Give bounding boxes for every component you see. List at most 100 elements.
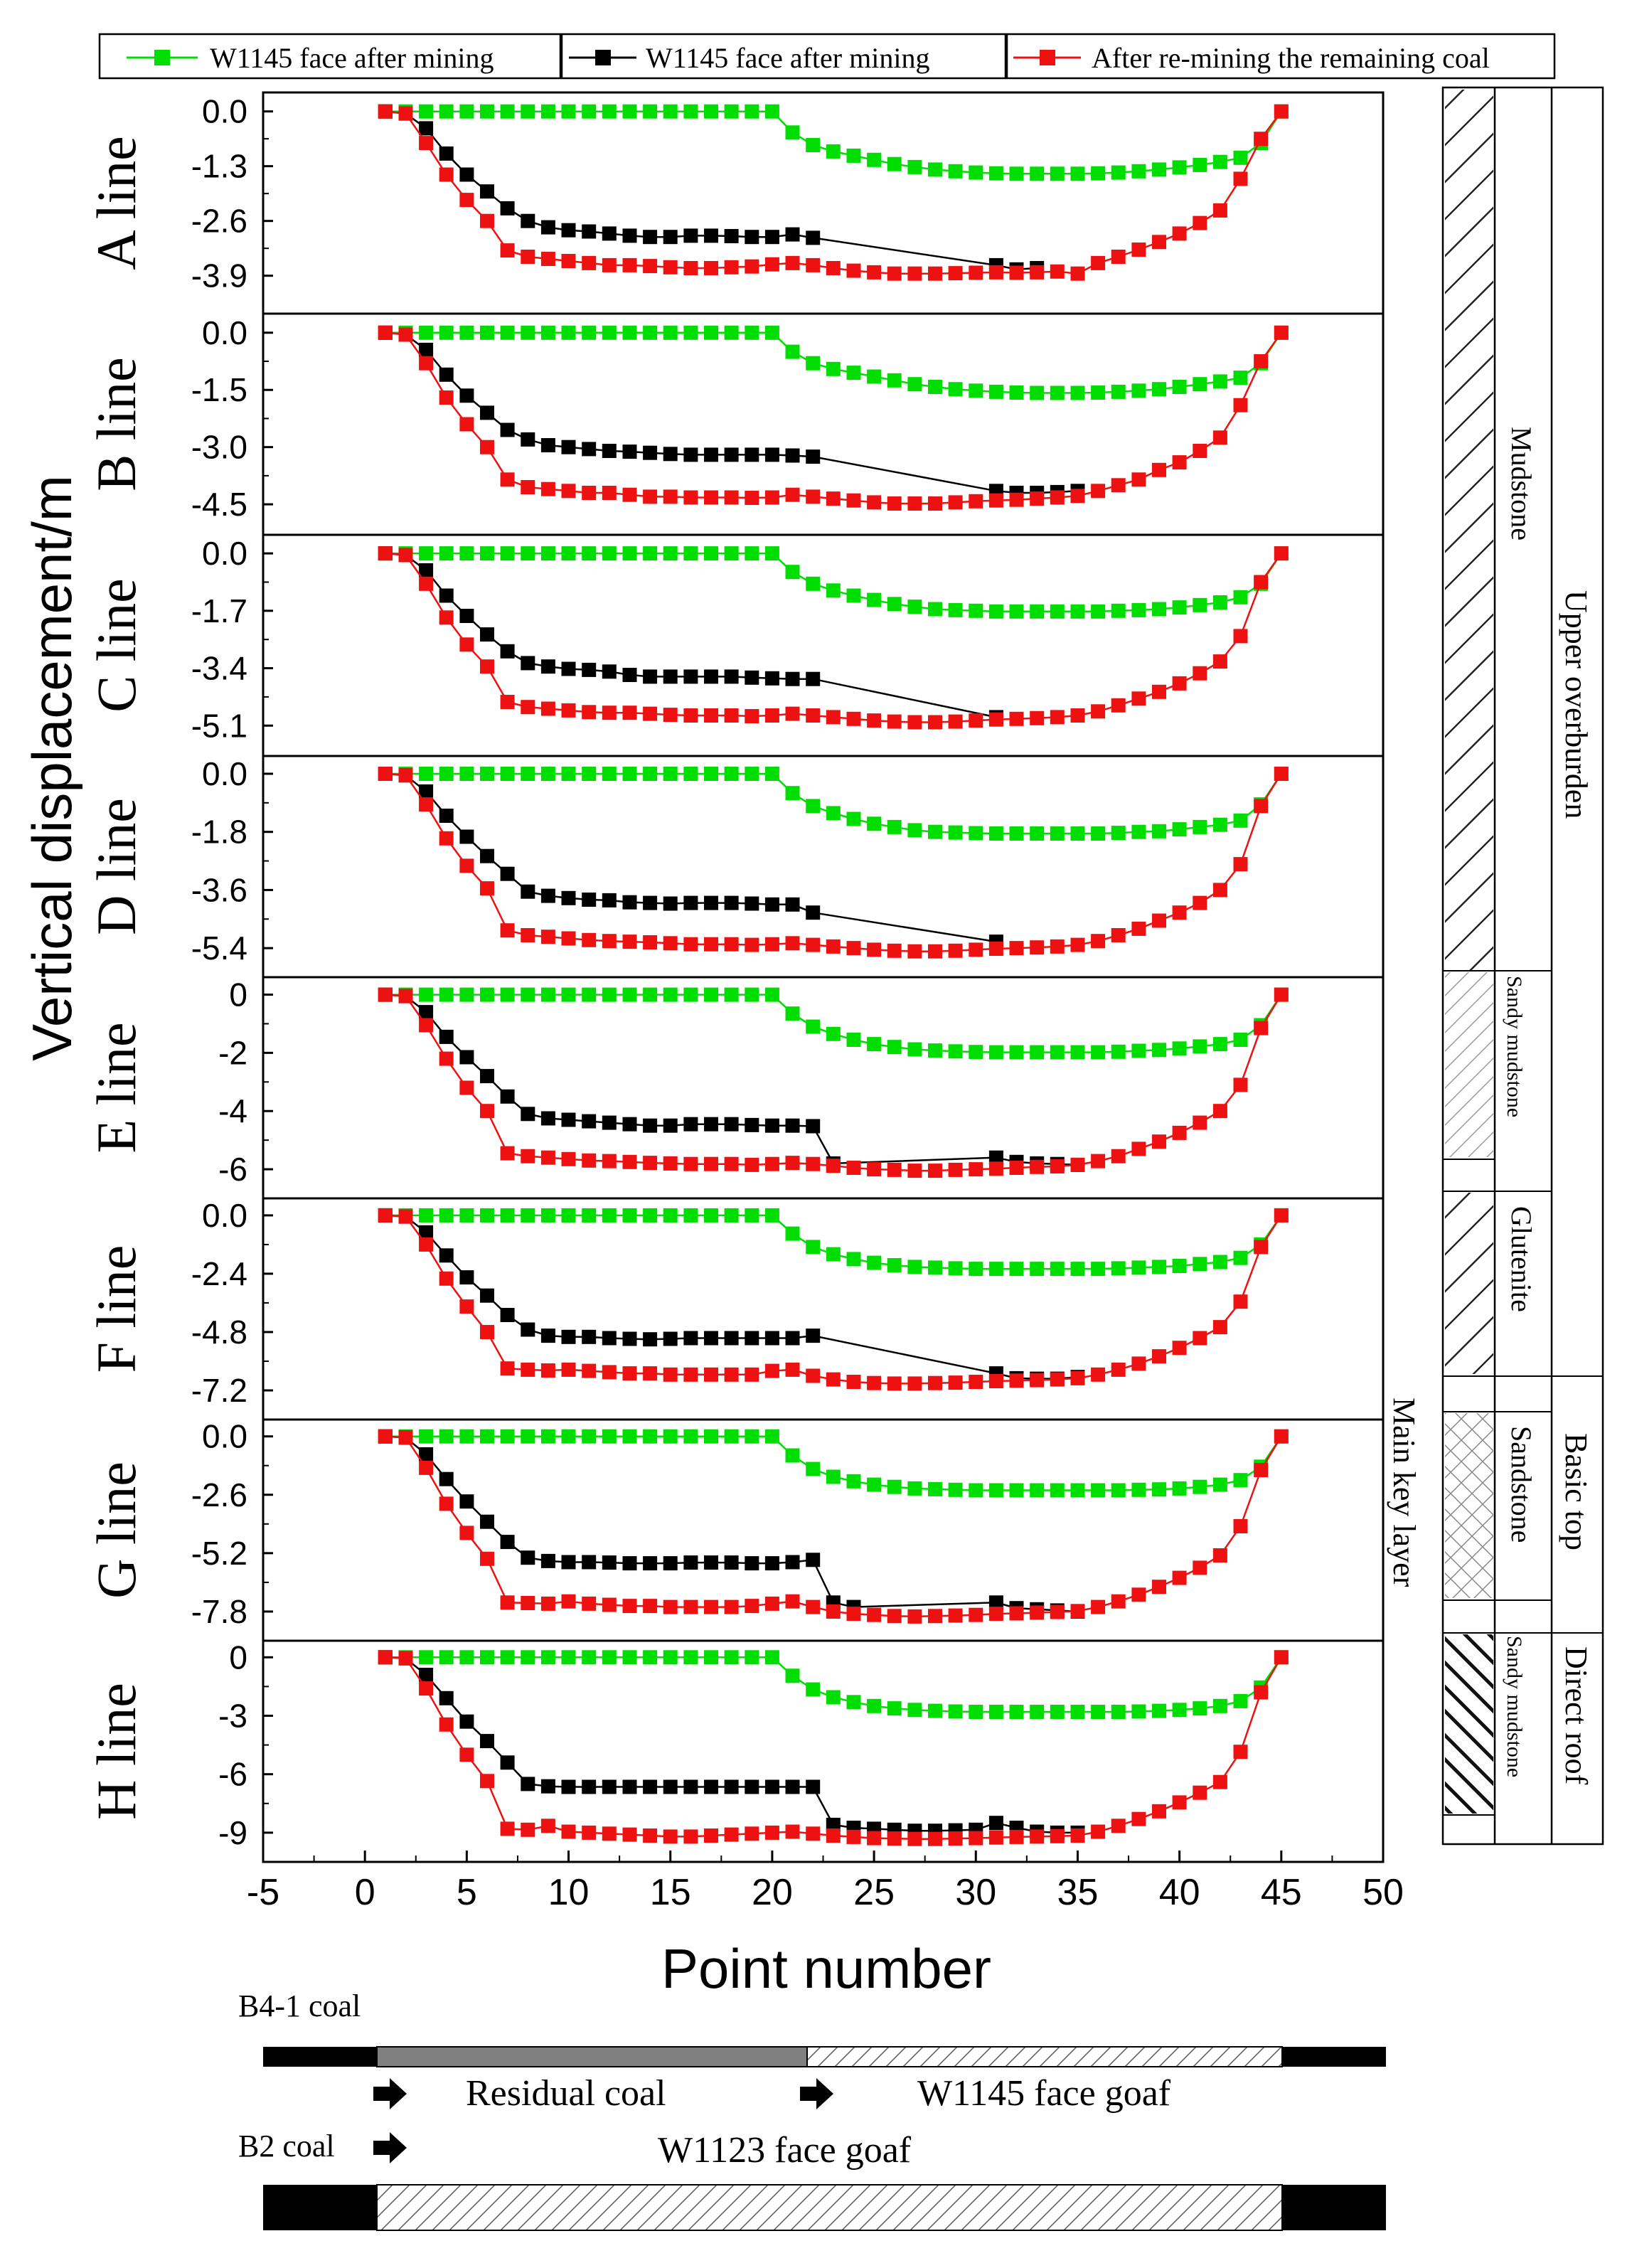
data-point-green: [826, 1026, 841, 1041]
data-point-green: [867, 369, 882, 384]
legend-label-black: W1145 face after mining: [646, 42, 929, 74]
data-point-green: [928, 162, 942, 177]
data-point-green: [439, 546, 454, 561]
data-point-red: [1131, 1141, 1146, 1156]
data-point-black: [683, 895, 698, 910]
series-black: [378, 325, 1085, 500]
data-point-green: [988, 1045, 1003, 1060]
data-point-red: [459, 417, 474, 432]
data-point-green: [867, 1477, 882, 1492]
series-green: [378, 1208, 1289, 1277]
data-point-red: [1212, 1320, 1227, 1335]
series-line-green: [385, 110, 1282, 175]
legend-label-green: W1145 face after mining: [210, 42, 494, 74]
data-point-red: [764, 1363, 779, 1378]
data-point-black: [988, 1595, 1003, 1610]
data-point-red: [1274, 987, 1289, 1002]
hatch-glutenite: [1445, 1193, 1493, 1374]
data-point-red: [439, 390, 454, 405]
data-point-green: [683, 767, 698, 781]
y-tick-label: 0.0: [202, 1418, 247, 1455]
data-point-green: [1152, 1703, 1166, 1718]
data-point-red: [540, 252, 555, 266]
data-point-red: [806, 257, 821, 272]
data-point-green: [500, 1650, 515, 1665]
data-point-red: [1274, 767, 1289, 781]
data-point-red: [867, 1607, 882, 1622]
data-point-green: [540, 325, 555, 340]
data-point-green: [724, 104, 739, 119]
data-point-red: [745, 1599, 759, 1614]
data-point-red: [1274, 325, 1289, 340]
data-point-black: [521, 884, 535, 899]
data-point-black: [521, 1777, 535, 1791]
data-point-red: [378, 767, 393, 781]
data-point-red: [745, 937, 759, 952]
data-point-green: [1172, 1259, 1187, 1273]
data-point-red: [378, 104, 393, 119]
data-point-green: [1070, 826, 1085, 841]
data-point-green: [683, 1650, 698, 1665]
data-point-black: [459, 1270, 474, 1285]
data-point-green: [806, 799, 821, 814]
series-line-green: [385, 552, 1282, 613]
data-point-black: [806, 1779, 821, 1794]
data-point-green: [724, 546, 739, 561]
data-point-red: [480, 881, 494, 896]
data-point-black: [521, 1322, 535, 1337]
data-point-red: [1172, 1570, 1187, 1585]
data-point-black: [521, 1107, 535, 1122]
data-point-red: [439, 1717, 454, 1732]
data-point-black: [683, 1779, 698, 1794]
data-point-black: [622, 444, 637, 459]
data-point-green: [887, 1040, 902, 1055]
data-point-green: [806, 576, 821, 591]
data-point-green: [521, 1650, 535, 1665]
data-point-red: [1212, 203, 1227, 218]
data-point-green: [521, 767, 535, 781]
panel-f-line: 0.0 -2.4 -4.8 -7.2 F line: [85, 1197, 1385, 1421]
data-point-black: [602, 226, 617, 241]
data-point-black: [540, 1111, 555, 1126]
data-point-red: [1274, 546, 1289, 561]
data-point-red: [928, 1609, 942, 1624]
data-point-red: [1131, 1587, 1146, 1602]
y-tick-label: 0: [229, 1639, 247, 1676]
data-point-green: [1233, 1033, 1248, 1047]
data-point-green: [745, 325, 759, 340]
data-point-green: [704, 1208, 718, 1223]
data-point-red: [764, 1825, 779, 1840]
data-point-red: [826, 261, 841, 275]
data-point-red: [419, 1460, 434, 1475]
data-point-black: [643, 669, 658, 684]
data-point-red: [887, 1831, 902, 1846]
data-point-black: [704, 895, 718, 910]
data-point-red: [459, 1080, 474, 1095]
data-point-green: [663, 1208, 678, 1223]
data-point-green: [785, 1226, 800, 1241]
data-point-black: [745, 670, 759, 685]
data-point-red: [663, 1156, 678, 1171]
series-line-green: [385, 994, 1282, 1053]
data-point-green: [1111, 1261, 1126, 1276]
data-point-green: [1131, 602, 1146, 617]
data-point-red: [582, 486, 597, 500]
data-point-green: [988, 384, 1003, 399]
y-tick-label: -5.2: [191, 1535, 247, 1572]
coal-seam-schematic: B4-1 coal Residual coal W1145 face goaf …: [238, 1989, 1386, 2231]
data-point-green: [948, 1704, 963, 1719]
data-point-green: [1111, 1044, 1126, 1059]
data-point-red: [928, 266, 942, 281]
data-point-green: [480, 1650, 494, 1665]
data-point-black: [459, 388, 474, 403]
data-point-green: [1009, 1483, 1024, 1498]
data-point-red: [806, 708, 821, 723]
data-point-black: [439, 1029, 454, 1044]
data-point-red: [582, 1825, 597, 1840]
data-point-green: [907, 1703, 922, 1718]
data-point-black: [683, 1555, 698, 1570]
data-point-black: [622, 228, 637, 243]
data-point-green: [1172, 1703, 1187, 1718]
data-point-green: [540, 546, 555, 561]
data-point-green: [622, 767, 637, 781]
